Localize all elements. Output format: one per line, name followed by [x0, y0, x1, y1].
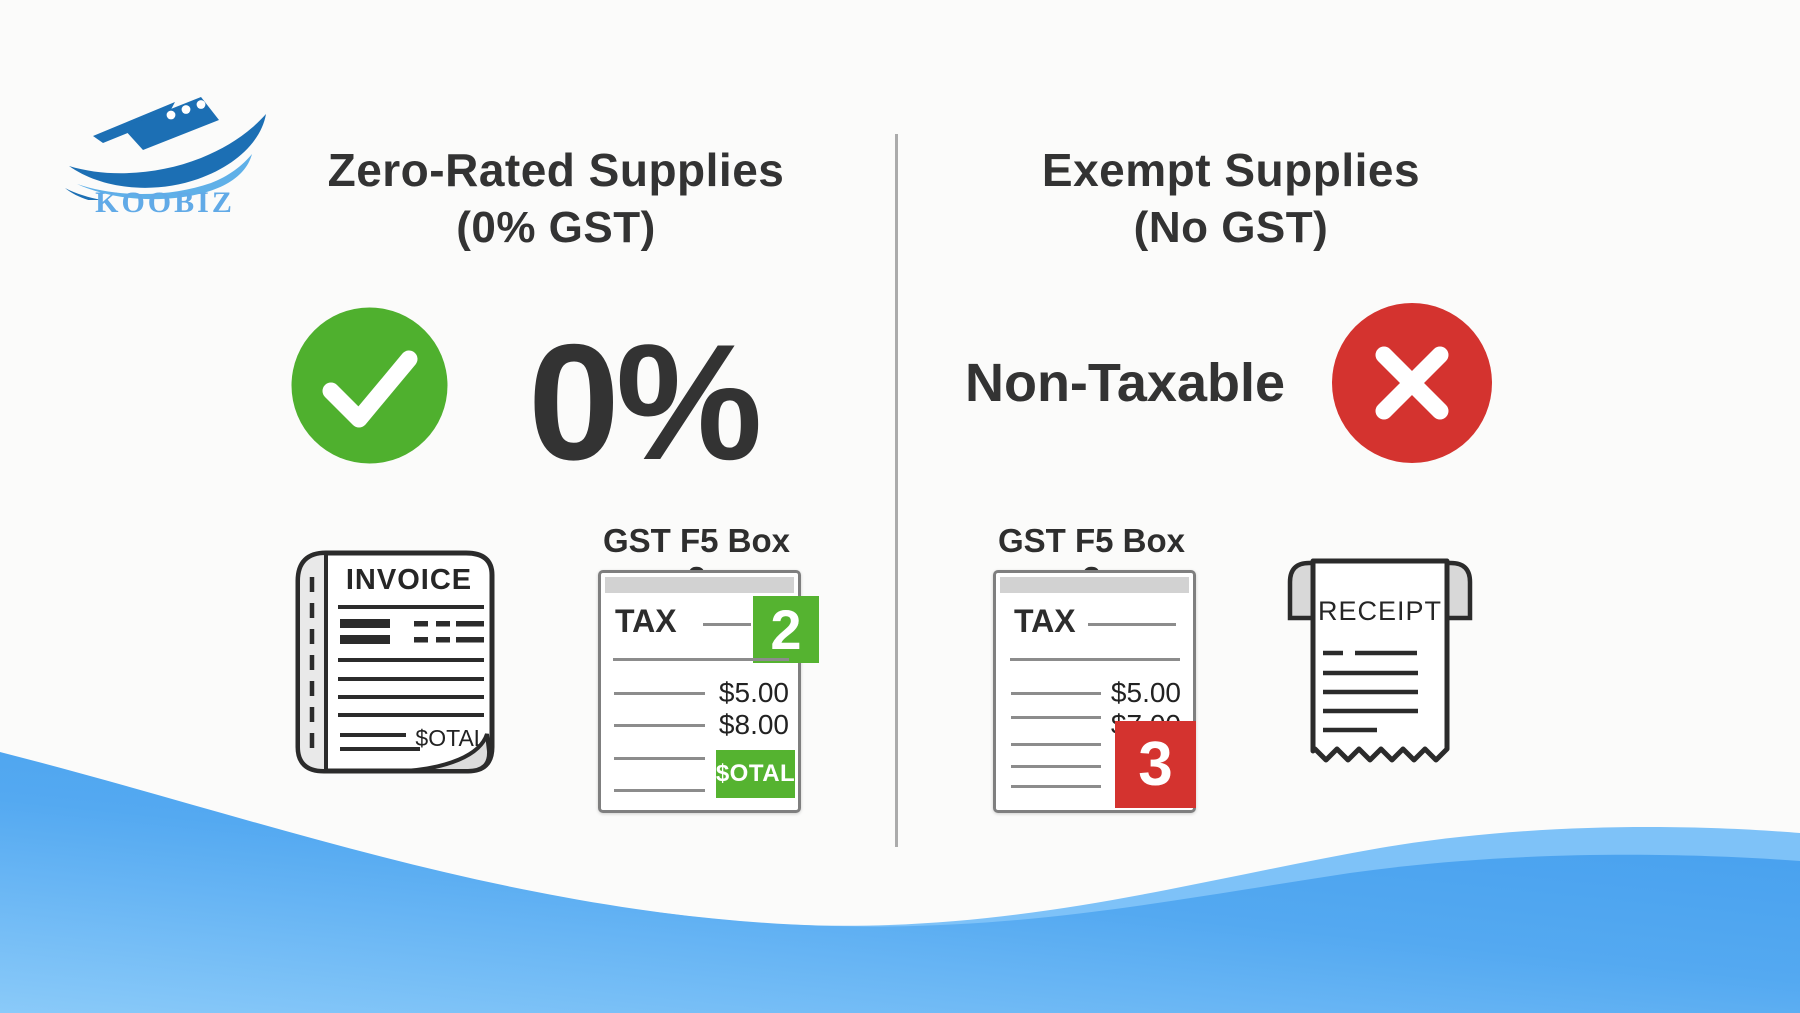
rule — [1011, 785, 1101, 788]
amount-2: $8.00 — [718, 709, 789, 740]
brand-name: KOOBIZ — [95, 186, 235, 219]
left-gst-label: GST F5 Box 2 — [602, 522, 791, 597]
cross-circle-icon — [1332, 303, 1492, 463]
rule — [1011, 716, 1101, 719]
right-title-line2: (No GST) — [1133, 202, 1329, 252]
rule — [1011, 743, 1101, 746]
right-title: Exempt Supplies (No GST) — [906, 142, 1556, 255]
rule — [614, 789, 705, 792]
ship-logo-icon — [65, 97, 266, 200]
tax-line — [703, 623, 751, 626]
rule — [1010, 658, 1180, 661]
rule — [614, 757, 705, 760]
right-gst-table: TAX $5.00 $7.00 3 — [993, 570, 1196, 813]
left-title-line1: Zero-Rated Supplies — [327, 144, 785, 196]
non-taxable-text: Non-Taxable — [964, 353, 1286, 413]
left-title: Zero-Rated Supplies (0% GST) — [231, 142, 881, 255]
tax-label: TAX — [1014, 603, 1076, 639]
check-circle-icon — [291, 307, 448, 464]
table-header-bar — [1000, 577, 1189, 593]
rule — [613, 658, 789, 661]
invoice-total-text: $OTAL — [415, 725, 486, 751]
left-gst-table: TAX 2 $5.00 $8.00 $OTAL — [598, 570, 819, 813]
left-title-line2: (0% GST) — [456, 202, 656, 252]
zero-rate-text: 0% — [528, 310, 762, 494]
receipt-icon: RECEIPT — [1287, 558, 1473, 763]
amount-1: $5.00 — [718, 677, 789, 708]
section-divider — [895, 134, 898, 847]
rule — [1011, 692, 1101, 695]
invoice-title: INVOICE — [346, 564, 472, 596]
total-badge: $OTAL — [716, 750, 795, 798]
table-header-bar — [605, 577, 794, 593]
invoice-icon: INVOICE $OTAL — [295, 550, 495, 774]
tax-line — [1088, 623, 1176, 626]
right-title-line1: Exempt Supplies — [1041, 144, 1421, 196]
wave-decoration — [0, 752, 1800, 1013]
box2-badge: 2 — [753, 596, 819, 663]
rule — [1011, 765, 1101, 768]
receipt-title: RECEIPT — [1318, 596, 1442, 626]
box3-badge: 3 — [1115, 721, 1196, 808]
tax-label: TAX — [615, 603, 677, 639]
rule — [614, 724, 705, 727]
rule — [614, 692, 705, 695]
amount-1: $5.00 — [1110, 677, 1181, 708]
